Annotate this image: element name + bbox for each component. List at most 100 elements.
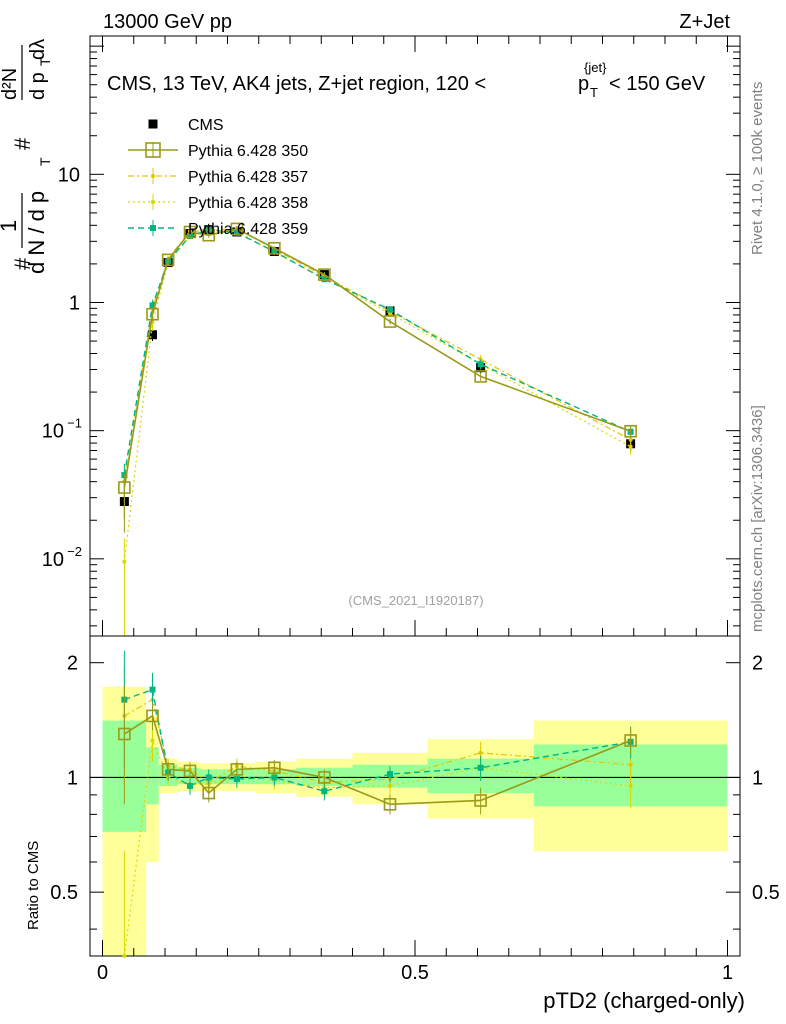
analysis-watermark: (CMS_2021_I1920187) — [348, 593, 483, 608]
x-tick-label: 0 — [97, 962, 108, 984]
p359-marker — [321, 276, 328, 283]
plot-title-suffix: < 150 GeV — [609, 73, 706, 95]
legend-label-p358: Pythia 6.428 358 — [188, 195, 308, 212]
p350-marker — [474, 370, 487, 383]
p350-marker — [624, 734, 637, 747]
plot-title-prefix: CMS, 13 TeV, AK4 jets, Z+jet region, 120… — [107, 73, 486, 95]
y-label-dp: d p — [27, 72, 49, 100]
p350-marker — [268, 761, 281, 775]
y-label-t1: T — [37, 157, 53, 166]
p350-marker — [146, 307, 159, 321]
p358-marker — [122, 954, 127, 958]
rivet-label: Rivet 4.1.0, ≥ 100k events — [749, 82, 766, 255]
p350-marker — [268, 241, 281, 255]
plot-title-sup: {jet} — [584, 60, 607, 75]
p358-marker — [628, 783, 633, 788]
ratio-y-tick-label-right: 2 — [752, 653, 763, 675]
mcplots-label: mcplots.cern.ch [arXiv:1306.3436] — [749, 405, 766, 632]
p350-marker — [383, 315, 397, 328]
p350-marker — [318, 771, 331, 784]
p359-marker — [271, 248, 278, 255]
ratio-series-layer — [118, 650, 637, 958]
p358-marker — [151, 200, 155, 204]
p350-marker — [318, 268, 331, 281]
p350-marker — [118, 481, 131, 494]
ratio-y-tick-label: 1 — [67, 767, 78, 789]
p350-marker — [118, 727, 131, 741]
p359-marker — [187, 782, 193, 789]
main-y-tick-label: 10 — [58, 164, 80, 186]
p350-marker — [146, 709, 159, 723]
x-axis-label: pTD2 (charged-only) — [543, 988, 745, 1013]
ratio-uncertainty-bands — [102, 686, 728, 956]
legend-entry-cms: CMS — [148, 117, 224, 134]
main-series-p357 — [122, 226, 633, 521]
p350-marker — [202, 786, 216, 800]
plot-title-sub: T — [590, 85, 598, 100]
ratio-y-tick-label: 2 — [67, 653, 78, 675]
ratio-y-tick-label-right: 0.5 — [752, 882, 780, 904]
p350-marker — [161, 253, 175, 267]
legend-label-p350: Pythia 6.428 350 — [188, 143, 308, 160]
p350-marker — [183, 764, 197, 778]
p359-marker — [321, 788, 328, 795]
main-y-tick-exp: −2 — [67, 544, 82, 559]
y-label-hash1: # — [10, 257, 35, 270]
p359-marker — [387, 771, 393, 778]
main-series-cms — [119, 225, 636, 518]
p359-marker — [477, 764, 484, 771]
main-series-p350 — [118, 222, 637, 533]
p350-marker — [474, 794, 487, 807]
p357-line — [123, 227, 631, 482]
ratio-series-p350 — [118, 684, 637, 815]
ratio-y-tick-label-right: 1 — [752, 767, 763, 789]
p350-marker — [202, 228, 216, 242]
p357-marker — [628, 762, 633, 767]
main-series-p359 — [121, 226, 634, 498]
p359-marker — [205, 774, 212, 781]
p350-marker — [230, 763, 244, 776]
legend-label-p359: Pythia 6.428 359 — [188, 221, 308, 238]
legend-label-cms: CMS — [188, 117, 224, 134]
p359-marker — [387, 306, 393, 313]
main-y-tick-label: 10 — [42, 549, 64, 571]
ratio-y-label: Ratio to CMS — [25, 841, 42, 930]
p350-marker — [624, 424, 637, 438]
main-y-tick-label: 1 — [69, 292, 80, 314]
y-label-dlambda: dλ — [27, 39, 49, 60]
main-series-layer — [118, 222, 637, 636]
p359-marker — [149, 302, 156, 309]
p357-marker — [151, 174, 155, 178]
main-y-tick-exp: −1 — [67, 416, 82, 431]
p358-marker — [150, 738, 155, 743]
p359-marker — [149, 686, 156, 693]
p359-marker — [233, 776, 240, 783]
header-left: 13000 GeV pp — [103, 11, 232, 33]
y-label-hash2: # — [10, 137, 35, 150]
x-axis-ticks: 0 0.5 1 — [97, 36, 733, 984]
p358-line — [123, 230, 631, 562]
legend-label-p357: Pythia 6.428 357 — [188, 169, 308, 186]
p357-marker — [628, 437, 633, 442]
legend-entry-p359: Pythia 6.428 359 — [128, 220, 308, 238]
legend-entry-p357: Pythia 6.428 357 — [128, 168, 308, 186]
p359-marker — [150, 225, 156, 231]
p350-line — [123, 228, 631, 488]
cms-marker — [148, 330, 157, 340]
p350-marker — [161, 763, 175, 776]
ratio-y-tick-label: 0.5 — [50, 882, 78, 904]
p359-marker — [233, 229, 240, 236]
legend: CMS Pythia 6.428 350 Pythia 6.428 357 Pythi… — [128, 117, 308, 238]
y-label-d2n: d²N — [0, 68, 21, 100]
p350-marker — [145, 142, 161, 158]
p359-line — [123, 228, 631, 476]
y-label-dn: d N / d p — [24, 191, 49, 274]
y-axis-label: # 1 d N / d p T # d²N d p T dλ — [0, 39, 53, 274]
main-series-p358 — [122, 228, 633, 636]
plot-title: CMS, 13 TeV, AK4 jets, Z+jet region, 120… — [107, 60, 706, 100]
legend-entry-p358: Pythia 6.428 358 — [128, 194, 308, 212]
x-tick-label: 1 — [722, 962, 733, 984]
